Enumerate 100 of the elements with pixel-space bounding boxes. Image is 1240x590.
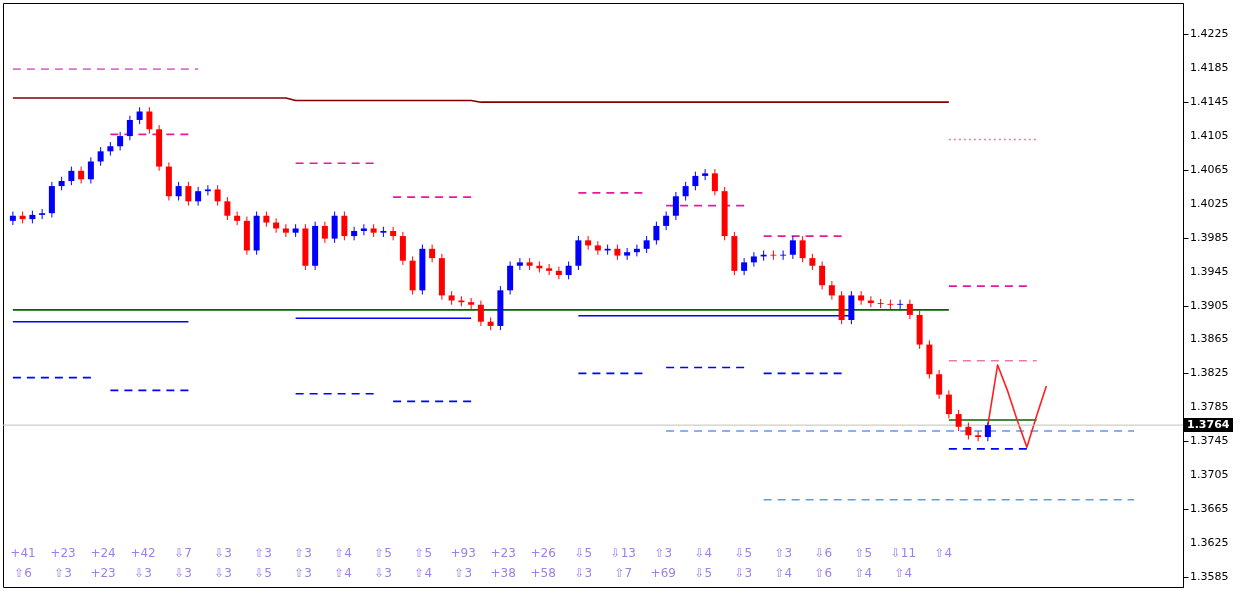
candlestick [390,226,397,241]
candlestick [146,106,153,135]
candlestick [936,369,943,400]
annotation: ⇧4 [334,546,352,560]
annotation: ⇩5 [254,566,272,580]
candlestick [9,211,16,226]
annotation: ⇧5 [414,546,433,560]
annotation: ⇩3 [214,546,232,560]
y-tick-label: 1.3985 [1190,230,1229,244]
candlestick [234,211,241,226]
y-tick-label: 1.3945 [1190,264,1229,278]
candlestick [711,168,718,196]
annotation: ⇧4 [334,566,352,580]
annotation: ⇩3 [214,566,232,580]
candlestick [351,226,358,241]
candlestick [750,251,757,268]
candlestick [653,221,660,246]
candlestick [97,146,104,167]
annotation: ⇧4 [774,566,793,580]
candlestick [828,280,835,301]
annotation: +38 [490,566,516,580]
annotation: +23 [90,566,116,580]
candlestick [214,184,221,207]
candlestick [224,196,231,221]
annotation: +23 [50,546,76,560]
y-tick-label: 1.4225 [1190,27,1229,41]
candlestick [858,290,865,306]
y-tick-label: 1.3705 [1190,468,1229,482]
annotation: ⇩13 [610,546,636,560]
annotation: ⇧5 [854,546,873,560]
y-tick-label: 1.3865 [1190,332,1229,346]
annotation: ⇩6 [814,546,833,560]
candlestick [624,247,631,261]
candlestick [331,211,338,244]
annotation: ⇧4 [894,566,913,580]
annotation: ⇩3 [574,566,593,580]
y-tick-label: 1.3665 [1190,502,1229,516]
annotation: +93 [450,546,476,560]
candlestick [741,257,748,276]
candlestick [692,171,699,191]
annotation: +58 [530,566,556,580]
annotation: ⇩3 [134,566,152,580]
candlestick [663,211,670,231]
annotation: ⇧4 [934,546,953,560]
annotation: ⇧3 [54,566,72,580]
candlestick [799,235,806,263]
annotation: ⇧7 [614,566,633,580]
annotation: ⇧3 [294,566,312,580]
annotation: ⇩11 [890,546,917,560]
annotation: ⇧3 [294,546,312,560]
y-tick-label: 1.3585 [1190,569,1229,583]
candlestick [195,186,202,207]
candlestick [126,115,133,141]
annotation: +69 [650,566,676,580]
candlestick [984,422,991,442]
y-tick-label: 1.3825 [1190,366,1229,380]
candlestick [633,244,640,257]
candlestick [555,266,562,280]
annotation: ⇩5 [694,566,713,580]
candlestick [87,156,94,185]
y-tick-label: 1.3625 [1190,535,1229,549]
candlestick [117,131,124,151]
y-tick-label: 1.3745 [1190,434,1229,448]
y-tick-label: 1.3785 [1190,400,1229,414]
annotation: ⇧3 [254,546,272,560]
y-tick-label: 1.4065 [1190,162,1229,176]
candlestick [78,166,85,185]
ref-line-label: 1.3764 [1187,418,1230,432]
candlestick [341,211,348,241]
candlestick [789,235,796,260]
y-tick-label: 1.4185 [1190,61,1229,75]
candlestick [282,223,289,238]
annotation: ⇧3 [774,546,793,560]
candlestick [39,208,46,220]
annotation: +26 [530,546,556,560]
candlestick [321,221,328,244]
annotation: ⇩7 [174,546,192,560]
candlestick [516,257,523,271]
annotation: ⇧6 [814,566,833,580]
y-tick-label: 1.3905 [1190,298,1229,312]
y-tick-label: 1.4025 [1190,196,1229,210]
candlestick [175,181,182,201]
annotation: ⇧6 [14,566,32,580]
annotation: ⇧3 [454,566,473,580]
y-tick-label: 1.4145 [1190,95,1229,109]
annotation: ⇧4 [854,566,873,580]
candlestick [945,389,952,419]
candlestick [185,181,192,207]
annotation: ⇩3 [734,566,753,580]
annotation: ⇧5 [374,546,393,560]
annotation: ⇩4 [694,546,713,560]
annotation: ⇩3 [174,566,192,580]
candlestick [546,263,553,276]
annotation: +42 [130,546,156,560]
annotation: ⇩5 [734,546,753,560]
candlestick [477,300,484,327]
candlestick [975,430,982,442]
annotation: ⇩5 [574,546,593,560]
candlestick [780,250,787,261]
annotation: ⇩3 [374,566,393,580]
